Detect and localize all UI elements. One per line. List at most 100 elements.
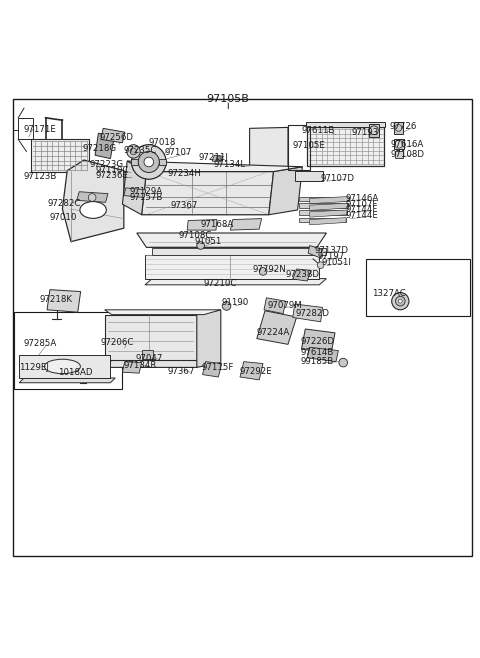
Text: 97616A: 97616A	[391, 140, 424, 149]
Polygon shape	[212, 155, 223, 162]
Text: 97134R: 97134R	[124, 361, 157, 370]
Bar	[394, 139, 404, 149]
Text: 97144E: 97144E	[346, 211, 378, 220]
Text: 97792N: 97792N	[253, 265, 287, 274]
Polygon shape	[105, 310, 221, 315]
Text: 97108D: 97108D	[391, 150, 425, 159]
Polygon shape	[257, 311, 297, 344]
Polygon shape	[308, 245, 322, 258]
Bar	[295, 170, 323, 181]
Polygon shape	[105, 360, 204, 367]
Bar	[288, 126, 310, 170]
Bar	[369, 124, 379, 137]
Text: 97211J: 97211J	[198, 153, 228, 162]
Text: 97123B: 97123B	[23, 172, 57, 181]
Text: 97108C: 97108C	[179, 232, 212, 240]
Circle shape	[370, 126, 378, 135]
Text: 97226D: 97226D	[300, 337, 335, 346]
Text: 1327AC: 1327AC	[372, 289, 405, 298]
Polygon shape	[301, 329, 335, 353]
Polygon shape	[47, 290, 81, 312]
Polygon shape	[203, 362, 222, 377]
Circle shape	[88, 193, 96, 201]
Text: 97235C: 97235C	[124, 147, 157, 155]
Polygon shape	[250, 128, 288, 168]
Bar	[159, 159, 166, 165]
Polygon shape	[197, 310, 221, 367]
Polygon shape	[293, 304, 323, 322]
Circle shape	[132, 145, 166, 179]
Text: 97193: 97193	[351, 128, 379, 137]
Text: 97726: 97726	[390, 122, 417, 131]
Circle shape	[222, 301, 231, 311]
Circle shape	[130, 148, 137, 155]
Bar	[14, 312, 122, 389]
Circle shape	[317, 262, 324, 268]
Bar	[394, 122, 403, 134]
Text: 97611B: 97611B	[301, 126, 335, 135]
Text: 97171E: 97171E	[23, 125, 56, 134]
Text: 97367: 97367	[170, 201, 198, 210]
Polygon shape	[187, 220, 217, 230]
Text: 97367: 97367	[167, 367, 194, 376]
Text: 97197: 97197	[318, 252, 345, 261]
Polygon shape	[77, 191, 108, 202]
Text: 97256D: 97256D	[100, 132, 134, 141]
Text: 1129EJ: 1129EJ	[19, 363, 49, 372]
Circle shape	[339, 358, 348, 367]
Text: 97047: 97047	[135, 354, 163, 363]
Polygon shape	[137, 233, 326, 247]
Text: 97206C: 97206C	[101, 338, 134, 347]
Text: 97292E: 97292E	[239, 367, 272, 376]
Polygon shape	[122, 161, 146, 215]
Polygon shape	[145, 255, 319, 278]
Circle shape	[398, 299, 402, 303]
Text: 97210C: 97210C	[203, 280, 237, 288]
Bar	[131, 159, 138, 165]
Polygon shape	[142, 172, 274, 215]
Polygon shape	[230, 218, 262, 230]
Text: 97107F: 97107F	[346, 199, 378, 209]
Polygon shape	[152, 248, 326, 255]
Text: 97224A: 97224A	[257, 328, 290, 338]
Text: 97218K: 97218K	[39, 295, 72, 304]
Polygon shape	[293, 269, 311, 281]
Polygon shape	[127, 161, 302, 172]
Text: 97010: 97010	[49, 213, 77, 222]
Text: 97137D: 97137D	[315, 246, 349, 255]
Text: 97234H: 97234H	[168, 169, 202, 178]
Text: 97236E: 97236E	[96, 171, 129, 180]
Polygon shape	[310, 218, 346, 225]
Polygon shape	[105, 315, 197, 360]
Text: 91190: 91190	[222, 297, 249, 307]
Circle shape	[144, 157, 154, 166]
Text: 97115F: 97115F	[202, 363, 234, 372]
Bar	[31, 139, 89, 172]
Circle shape	[259, 268, 267, 275]
Bar	[299, 197, 349, 201]
Polygon shape	[101, 128, 125, 143]
Circle shape	[395, 140, 403, 148]
Polygon shape	[269, 166, 302, 215]
Text: 97018: 97018	[149, 138, 176, 147]
Polygon shape	[19, 378, 115, 383]
Text: 97218G: 97218G	[83, 144, 117, 153]
Text: 99185B: 99185B	[300, 357, 334, 366]
Polygon shape	[19, 355, 110, 378]
Text: 97168A: 97168A	[201, 220, 234, 229]
Text: 97079M: 97079M	[268, 301, 302, 311]
Bar	[366, 259, 470, 316]
Text: 97107: 97107	[164, 148, 192, 157]
Bar	[299, 210, 347, 215]
Polygon shape	[145, 278, 326, 285]
Polygon shape	[310, 210, 347, 217]
Polygon shape	[240, 362, 263, 380]
Text: 97107D: 97107D	[321, 174, 355, 184]
Text: 1018AD: 1018AD	[58, 368, 92, 376]
Circle shape	[216, 156, 221, 161]
Ellipse shape	[45, 359, 81, 374]
Polygon shape	[307, 347, 338, 362]
Bar	[299, 203, 348, 208]
Polygon shape	[62, 160, 124, 241]
Bar	[299, 218, 346, 222]
